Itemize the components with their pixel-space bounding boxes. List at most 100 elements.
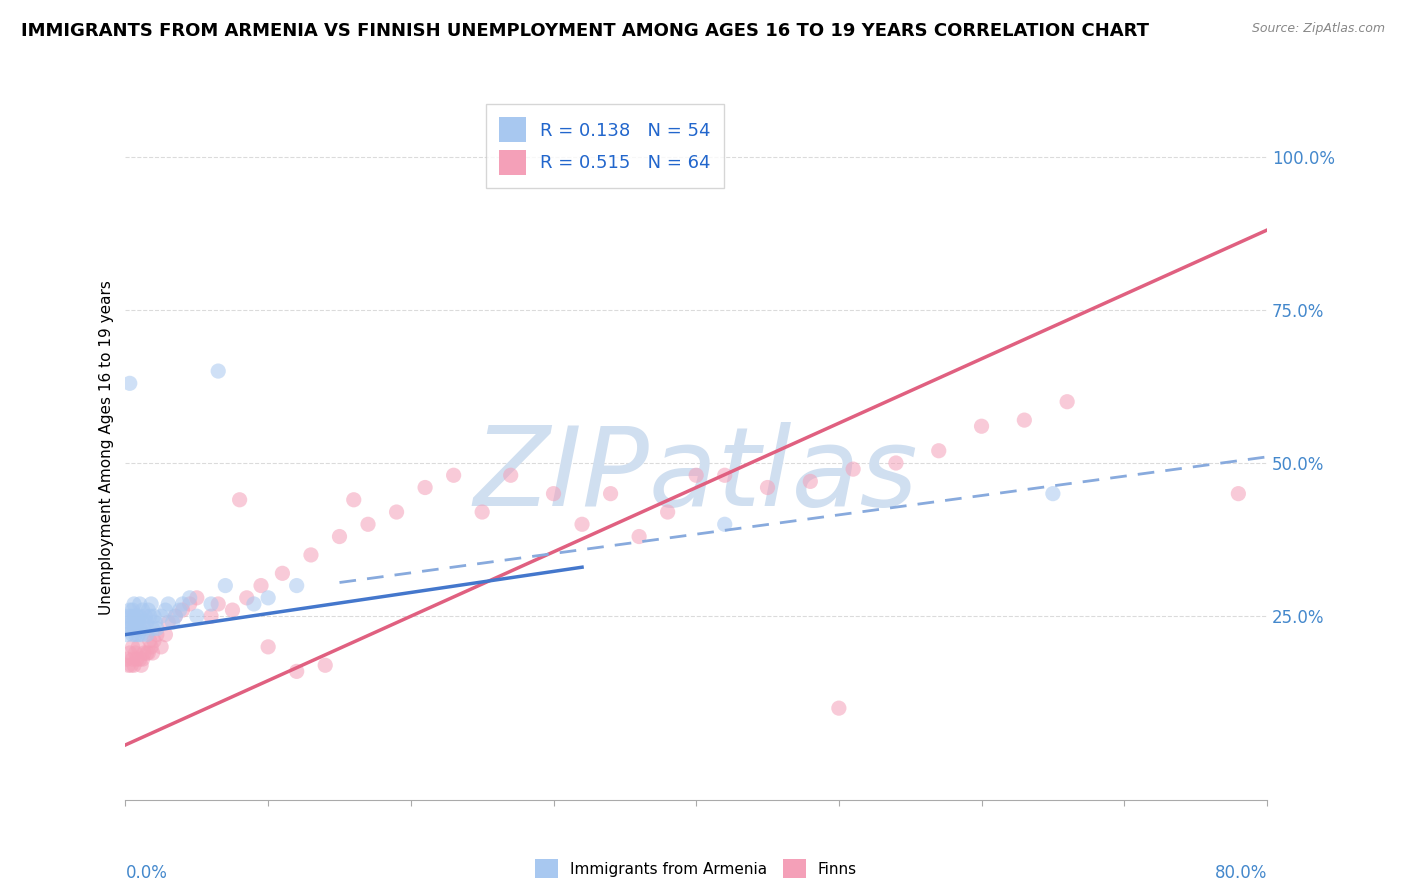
Point	[285, 665, 308, 679]
Point	[200, 609, 222, 624]
Legend: Immigrants from Armenia, Finns: Immigrants from Armenia, Finns	[529, 854, 863, 884]
Point	[657, 505, 679, 519]
Point	[125, 622, 148, 636]
Point	[970, 419, 993, 434]
Point	[186, 609, 208, 624]
Point	[200, 597, 222, 611]
Point	[165, 609, 187, 624]
Point	[131, 652, 153, 666]
Point	[125, 652, 148, 666]
Point	[122, 597, 145, 611]
Point	[135, 627, 157, 641]
Point	[599, 486, 621, 500]
Point	[157, 597, 180, 611]
Point	[141, 597, 163, 611]
Point	[121, 627, 143, 641]
Point	[257, 640, 280, 654]
Point	[228, 492, 250, 507]
Point	[122, 658, 145, 673]
Point	[121, 652, 143, 666]
Point	[132, 622, 155, 636]
Point	[328, 530, 350, 544]
Point	[117, 622, 139, 636]
Point	[499, 468, 522, 483]
Point	[162, 615, 184, 630]
Point	[141, 640, 163, 654]
Point	[120, 658, 142, 673]
Point	[165, 609, 187, 624]
Point	[138, 633, 160, 648]
Point	[884, 456, 907, 470]
Point	[132, 646, 155, 660]
Point	[131, 603, 153, 617]
Point	[128, 652, 150, 666]
Point	[299, 548, 322, 562]
Text: ZIPatlas: ZIPatlas	[474, 423, 918, 529]
Point	[385, 505, 408, 519]
Point	[628, 530, 651, 544]
Point	[928, 443, 950, 458]
Text: Source: ZipAtlas.com: Source: ZipAtlas.com	[1251, 22, 1385, 36]
Point	[571, 517, 593, 532]
Point	[357, 517, 380, 532]
Point	[117, 609, 139, 624]
Point	[713, 517, 735, 532]
Point	[124, 615, 146, 630]
Point	[131, 615, 153, 630]
Point	[120, 622, 142, 636]
Point	[129, 627, 152, 641]
Point	[179, 597, 201, 611]
Point	[842, 462, 865, 476]
Point	[142, 622, 165, 636]
Point	[157, 615, 180, 630]
Point	[136, 603, 159, 617]
Point	[124, 646, 146, 660]
Point	[118, 646, 141, 660]
Point	[235, 591, 257, 605]
Point	[172, 603, 194, 617]
Point	[142, 646, 165, 660]
Point	[121, 603, 143, 617]
Point	[150, 640, 173, 654]
Point	[207, 597, 229, 611]
Point	[150, 609, 173, 624]
Point	[135, 646, 157, 660]
Point	[128, 622, 150, 636]
Point	[118, 603, 141, 617]
Point	[122, 609, 145, 624]
Point	[118, 376, 141, 391]
Point	[221, 603, 243, 617]
Y-axis label: Unemployment Among Ages 16 to 19 years: Unemployment Among Ages 16 to 19 years	[100, 280, 114, 615]
Point	[115, 652, 138, 666]
Point	[257, 591, 280, 605]
Point	[129, 658, 152, 673]
Point	[685, 468, 707, 483]
Text: 80.0%: 80.0%	[1215, 863, 1267, 881]
Point	[343, 492, 366, 507]
Text: IMMIGRANTS FROM ARMENIA VS FINNISH UNEMPLOYMENT AMONG AGES 16 TO 19 YEARS CORREL: IMMIGRANTS FROM ARMENIA VS FINNISH UNEMP…	[21, 22, 1149, 40]
Point	[125, 609, 148, 624]
Point	[828, 701, 851, 715]
Point	[155, 603, 177, 617]
Point	[120, 609, 142, 624]
Point	[799, 475, 821, 489]
Point	[135, 615, 157, 630]
Point	[127, 640, 149, 654]
Point	[1227, 486, 1250, 500]
Point	[134, 609, 156, 624]
Point	[138, 609, 160, 624]
Point	[443, 468, 465, 483]
Point	[169, 603, 191, 617]
Point	[146, 622, 169, 636]
Point	[121, 615, 143, 630]
Point	[172, 597, 194, 611]
Point	[128, 597, 150, 611]
Point	[117, 658, 139, 673]
Point	[143, 609, 166, 624]
Point	[207, 364, 229, 378]
Text: 0.0%: 0.0%	[125, 863, 167, 881]
Point	[285, 578, 308, 592]
Point	[756, 481, 779, 495]
Point	[1042, 486, 1064, 500]
Point	[146, 627, 169, 641]
